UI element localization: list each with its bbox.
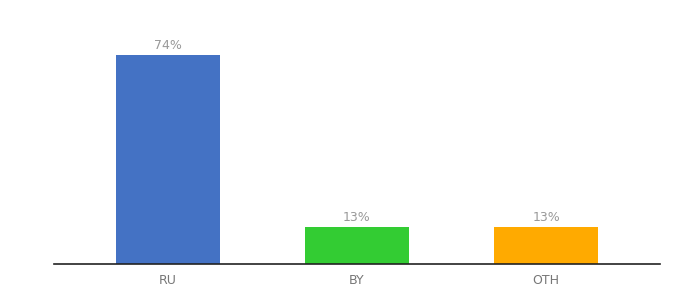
Text: 74%: 74%	[154, 39, 182, 52]
Text: 13%: 13%	[343, 211, 371, 224]
Bar	[116, 55, 220, 264]
Text: 13%: 13%	[532, 211, 560, 224]
Bar	[494, 227, 598, 264]
Bar	[305, 227, 409, 264]
